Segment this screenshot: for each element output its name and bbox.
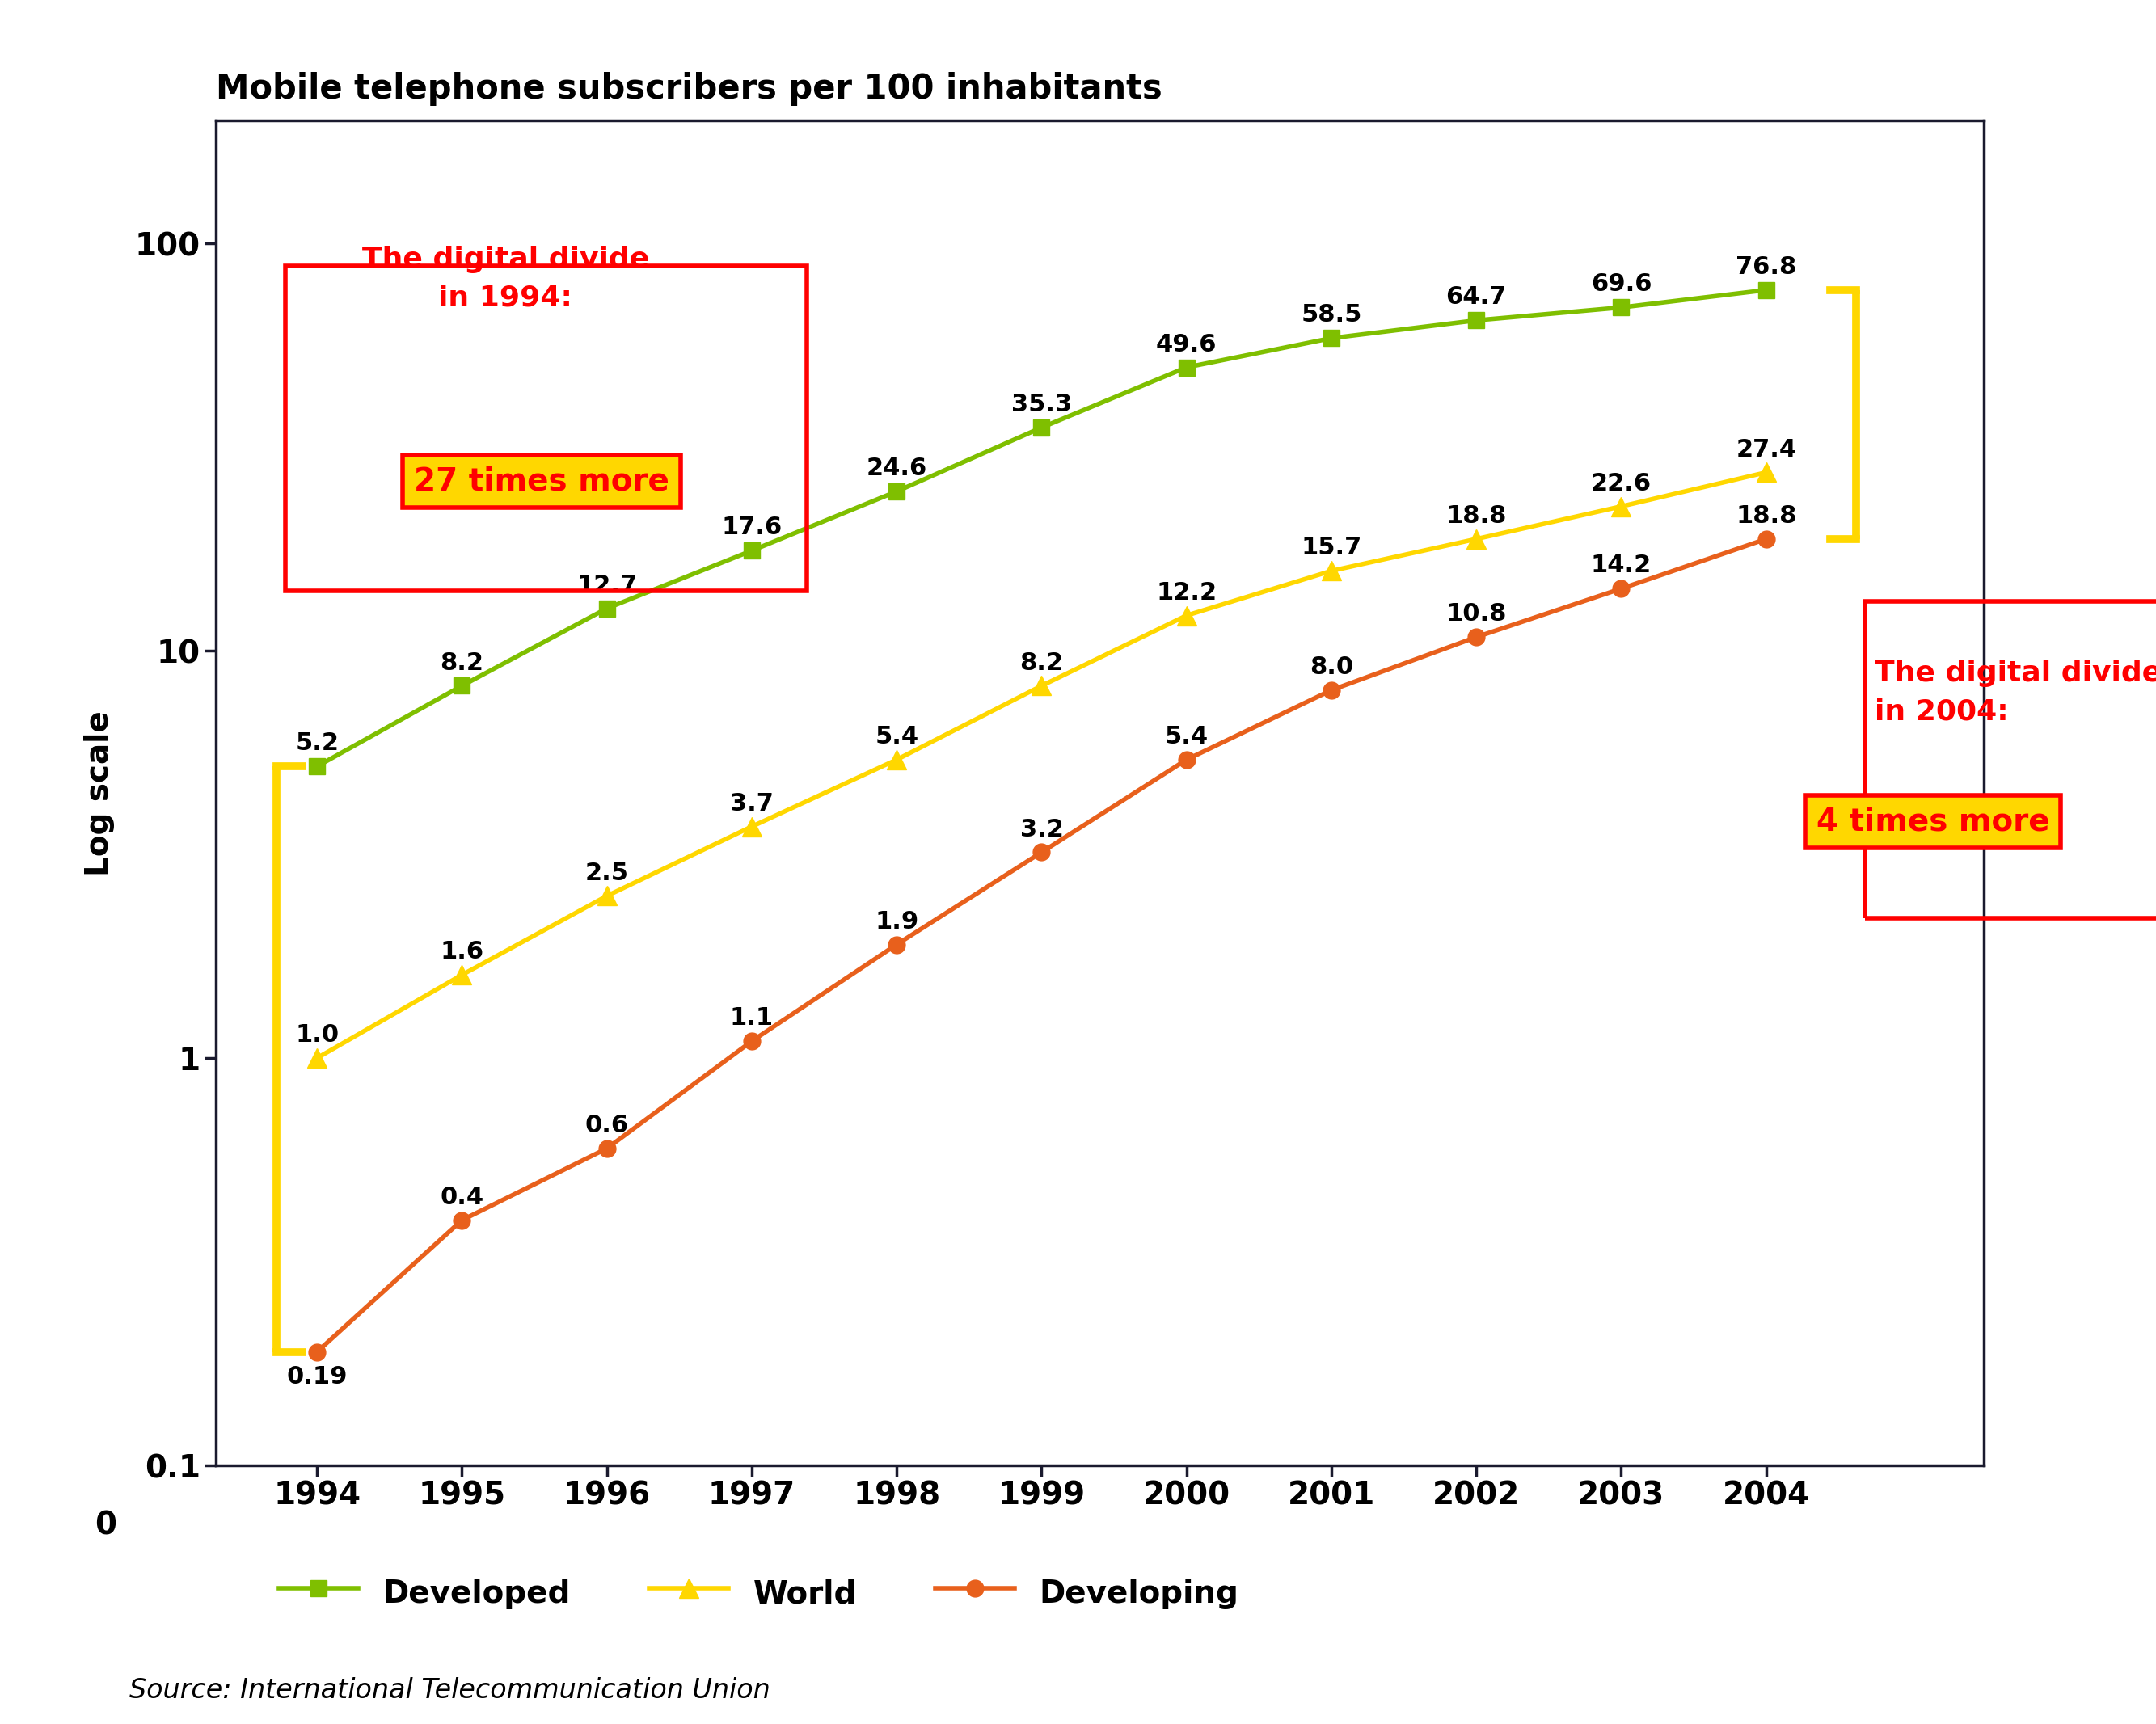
Developing [1319, 679, 1345, 700]
Text: 12.2: 12.2 [1156, 581, 1216, 605]
Developed [1173, 357, 1199, 378]
World [1028, 676, 1054, 696]
Text: 58.5: 58.5 [1300, 303, 1363, 328]
Text: The digital divide
in 1994:: The digital divide in 1994: [362, 245, 649, 312]
World [1753, 462, 1779, 483]
Developing [448, 1210, 474, 1231]
Text: Mobile telephone subscribers per 100 inhabitants: Mobile telephone subscribers per 100 inh… [216, 72, 1162, 105]
Text: 1.1: 1.1 [731, 1007, 774, 1029]
Text: 12.7: 12.7 [576, 574, 638, 597]
Developing [740, 1031, 765, 1052]
Developing [1464, 628, 1490, 648]
Developed [1319, 328, 1345, 348]
Line: World: World [308, 462, 1777, 1067]
Developing [593, 1138, 619, 1159]
Text: Source: International Telecommunication Union: Source: International Telecommunication … [129, 1677, 770, 1703]
Developed [1753, 279, 1779, 300]
Text: 27 times more: 27 times more [414, 465, 668, 497]
Text: 76.8: 76.8 [1736, 255, 1796, 279]
Text: 5.2: 5.2 [295, 731, 338, 755]
Developed [1028, 417, 1054, 438]
Text: 0.4: 0.4 [440, 1186, 483, 1209]
Text: 2.5: 2.5 [584, 862, 630, 884]
Text: 22.6: 22.6 [1591, 472, 1651, 495]
Developing [1608, 578, 1634, 598]
Text: 17.6: 17.6 [722, 515, 783, 540]
Text: 24.6: 24.6 [867, 457, 927, 481]
Text: 8.2: 8.2 [440, 652, 483, 674]
World [1464, 529, 1490, 550]
World [593, 886, 619, 907]
Text: 5.4: 5.4 [1164, 726, 1207, 748]
Developing [1753, 529, 1779, 550]
Text: 15.7: 15.7 [1300, 536, 1363, 560]
Text: 35.3: 35.3 [1011, 393, 1072, 415]
Developed [1608, 297, 1634, 317]
World [304, 1048, 330, 1069]
Text: 27.4: 27.4 [1736, 438, 1796, 460]
Developing [884, 934, 910, 955]
Developed [304, 757, 330, 778]
World [448, 964, 474, 984]
World [1173, 605, 1199, 626]
Text: 0: 0 [95, 1510, 116, 1541]
Line: Developing: Developing [308, 531, 1774, 1360]
Text: 1.0: 1.0 [295, 1024, 338, 1046]
Text: 0.6: 0.6 [584, 1114, 630, 1138]
Developed [448, 676, 474, 696]
Text: 18.8: 18.8 [1447, 505, 1507, 528]
Developing [1173, 750, 1199, 771]
World [740, 815, 765, 836]
Text: 3.2: 3.2 [1020, 817, 1063, 841]
Developing [304, 1341, 330, 1362]
Text: 5.4: 5.4 [875, 726, 918, 748]
Line: Developed: Developed [308, 281, 1774, 774]
World [1608, 497, 1634, 517]
Text: The digital divide
in 2004:: The digital divide in 2004: [1876, 660, 2156, 726]
Text: 10.8: 10.8 [1447, 602, 1507, 626]
Text: 18.8: 18.8 [1736, 505, 1796, 528]
Text: 69.6: 69.6 [1591, 272, 1651, 297]
Developed [593, 598, 619, 619]
Developed [884, 481, 910, 502]
Text: 0.19: 0.19 [287, 1365, 347, 1390]
World [884, 750, 910, 771]
World [1319, 560, 1345, 581]
Text: 1.9: 1.9 [875, 910, 918, 933]
Legend: Developed, World, Developing: Developed, World, Developing [267, 1560, 1250, 1624]
Y-axis label: Log scale: Log scale [84, 710, 114, 876]
Developed [1464, 310, 1490, 331]
Developing [1028, 841, 1054, 862]
Text: 1.6: 1.6 [440, 940, 483, 964]
Text: 3.7: 3.7 [731, 791, 774, 815]
Text: 8.2: 8.2 [1020, 652, 1063, 674]
Developed [740, 540, 765, 560]
Text: 49.6: 49.6 [1156, 333, 1216, 357]
Text: 4 times more: 4 times more [1815, 807, 2050, 838]
Text: 8.0: 8.0 [1309, 655, 1354, 679]
Text: 14.2: 14.2 [1591, 553, 1651, 578]
Text: 64.7: 64.7 [1447, 286, 1507, 309]
